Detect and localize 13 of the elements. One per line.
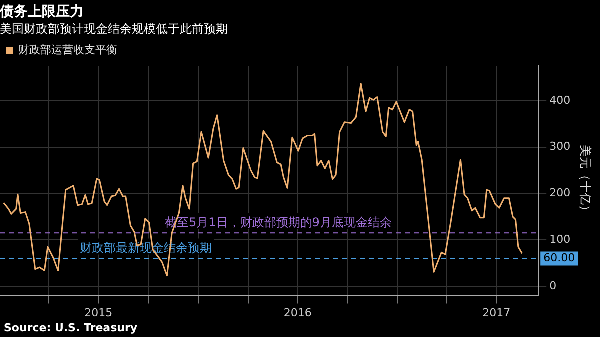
source-note: Source: U.S. Treasury [4,321,138,334]
x-tick-label: 2015 [84,306,113,320]
x-tick-label: 2017 [482,306,511,320]
legend-label: 财政部运营收支平衡 [18,44,118,57]
y-tick-label: 400 [550,94,571,107]
y-tick-label: 0 [550,279,557,292]
chart-subtitle: 美国财政部预计现金结余规模低于此前预期 [0,22,228,36]
x-tick-label: 2016 [284,306,312,320]
y-tick-label: 100 [550,233,571,246]
y-tick-label: 300 [550,140,571,154]
y-tick-label: 200 [550,186,571,200]
annotation: 60.00 [544,252,576,265]
y-axis-title: 美元（十亿） [578,145,593,217]
